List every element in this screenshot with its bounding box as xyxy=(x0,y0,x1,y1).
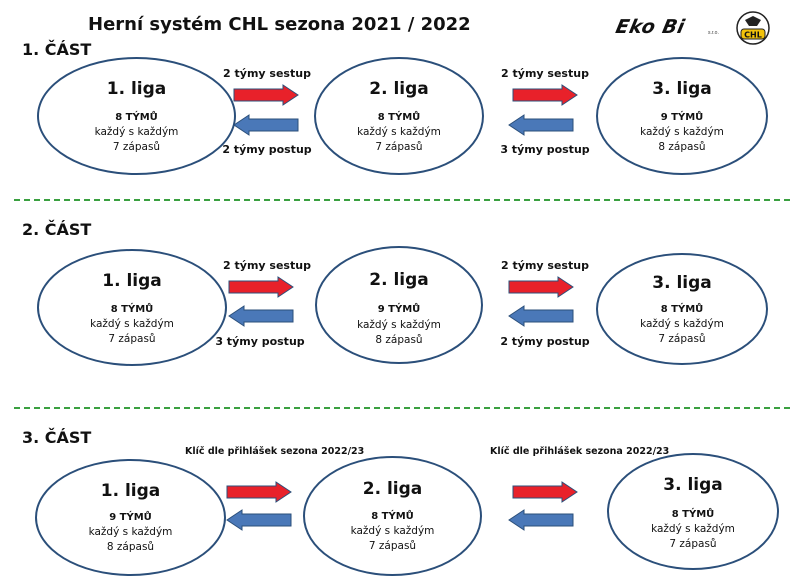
league-matches: 8 zápasů xyxy=(375,334,423,346)
section-2-league-3: 3. liga 8 TÝMŮ každý s každým 7 zápasů xyxy=(596,253,768,365)
promotion-arrow-icon xyxy=(228,305,294,327)
league-teams: 8 TÝMŮ xyxy=(110,304,154,315)
section-1-league-2: 2. liga 8 TÝMŮ každý s každým 7 zápasů xyxy=(314,57,484,175)
league-name: 2. liga xyxy=(369,270,429,290)
relegation-arrow-icon xyxy=(512,84,578,106)
draw-key-label: Klíč dle přihlášek sezona 2022/23 xyxy=(185,446,365,457)
league-matches: 8 zápasů xyxy=(106,541,155,553)
promotion-arrow-icon xyxy=(226,509,292,531)
league-teams: 9 TÝMŮ xyxy=(660,112,704,123)
league-matches: 7 zápasů xyxy=(108,333,156,345)
league-format: každý s každým xyxy=(640,126,724,138)
promotion-label: 2 týmy postup xyxy=(500,335,590,348)
league-matches: 7 zápasů xyxy=(368,540,417,552)
relegation-label: 2 týmy sestup xyxy=(223,259,311,272)
relegation-arrow-icon xyxy=(233,84,299,106)
league-name: 2. liga xyxy=(369,79,429,99)
section-2-league-2: 2. liga 9 TÝMŮ každý s každým 8 zápasů xyxy=(315,246,483,364)
league-name: 1. liga xyxy=(100,481,161,501)
promotion-arrow-icon xyxy=(508,509,574,531)
draw-key-label: Klíč dle přihlášek sezona 2022/23 xyxy=(490,446,670,457)
section-2-label: 2. ČÁST xyxy=(22,220,92,239)
section-3-league-2: 2. liga 8 TÝMŮ každý s každým 7 zápasů xyxy=(303,456,482,576)
section-divider xyxy=(14,407,790,409)
league-matches: 8 zápasů xyxy=(658,141,706,153)
league-matches: 7 zápasů xyxy=(375,141,423,153)
league-teams: 8 TÝMŮ xyxy=(115,112,158,123)
league-name: 3. liga xyxy=(652,273,712,293)
promotion-arrow-icon xyxy=(233,114,299,136)
league-format: každý s každým xyxy=(357,126,441,138)
promotion-label: 3 týmy postup xyxy=(215,335,305,348)
chl-logo-icon: CHL xyxy=(736,11,770,45)
chl-logo-text: CHL xyxy=(744,31,762,40)
league-format: každý s každým xyxy=(651,523,735,535)
league-name: 3. liga xyxy=(663,475,723,495)
ekobi-logo: Eko Bi xyxy=(613,16,687,38)
league-format: každý s každým xyxy=(90,318,174,330)
promotion-arrow-icon xyxy=(508,305,574,327)
league-matches: 7 zápasů xyxy=(658,333,706,345)
league-name: 1. liga xyxy=(106,79,167,99)
promotion-label: 3 týmy postup xyxy=(500,143,590,156)
section-1-league-1: 1. liga 8 TÝMŮ každý s každým 7 zápasů xyxy=(37,57,236,175)
section-divider xyxy=(14,199,790,201)
league-name: 1. liga xyxy=(102,271,162,291)
relegation-label: 2 týmy sestup xyxy=(501,259,589,272)
relegation-arrow-icon xyxy=(226,481,292,503)
league-teams: 9 TÝMŮ xyxy=(109,512,152,523)
league-teams: 8 TÝMŮ xyxy=(660,304,704,315)
league-teams: 9 TÝMŮ xyxy=(377,304,421,315)
section-3-label: 3. ČÁST xyxy=(22,428,92,447)
section-3-league-1: 1. liga 9 TÝMŮ každý s každým 8 zápasů xyxy=(35,459,226,576)
league-format: každý s každým xyxy=(350,525,435,537)
league-teams: 8 TÝMŮ xyxy=(377,112,421,123)
relegation-arrow-icon xyxy=(508,276,574,298)
league-teams: 8 TÝMŮ xyxy=(671,509,715,520)
page-title: Herní systém CHL sezona 2021 / 2022 xyxy=(88,14,471,35)
promotion-arrow-icon xyxy=(508,114,574,136)
league-format: každý s každým xyxy=(94,126,179,138)
league-format: každý s každým xyxy=(88,526,173,538)
league-teams: 8 TÝMŮ xyxy=(371,511,414,522)
league-format: každý s každým xyxy=(357,319,441,331)
relegation-label: 2 týmy sestup xyxy=(501,67,589,80)
league-matches: 7 zápasů xyxy=(112,141,161,153)
league-format: každý s každým xyxy=(640,318,724,330)
league-name: 3. liga xyxy=(652,79,712,99)
league-matches: 7 zápasů xyxy=(669,538,717,550)
promotion-label: 2 týmy postup xyxy=(222,143,312,156)
relegation-arrow-icon xyxy=(512,481,578,503)
relegation-label: 2 týmy sestup xyxy=(223,67,311,80)
ekobi-logo-suffix: s.r.o. xyxy=(708,30,719,36)
relegation-arrow-icon xyxy=(228,276,294,298)
section-1-label: 1. ČÁST xyxy=(22,40,92,59)
section-1-league-3: 3. liga 9 TÝMŮ každý s každým 8 zápasů xyxy=(596,57,768,175)
section-2-league-1: 1. liga 8 TÝMŮ každý s každým 7 zápasů xyxy=(37,249,227,366)
league-name: 2. liga xyxy=(362,479,423,499)
section-3-league-3: 3. liga 8 TÝMŮ každý s každým 7 zápasů xyxy=(607,453,779,570)
